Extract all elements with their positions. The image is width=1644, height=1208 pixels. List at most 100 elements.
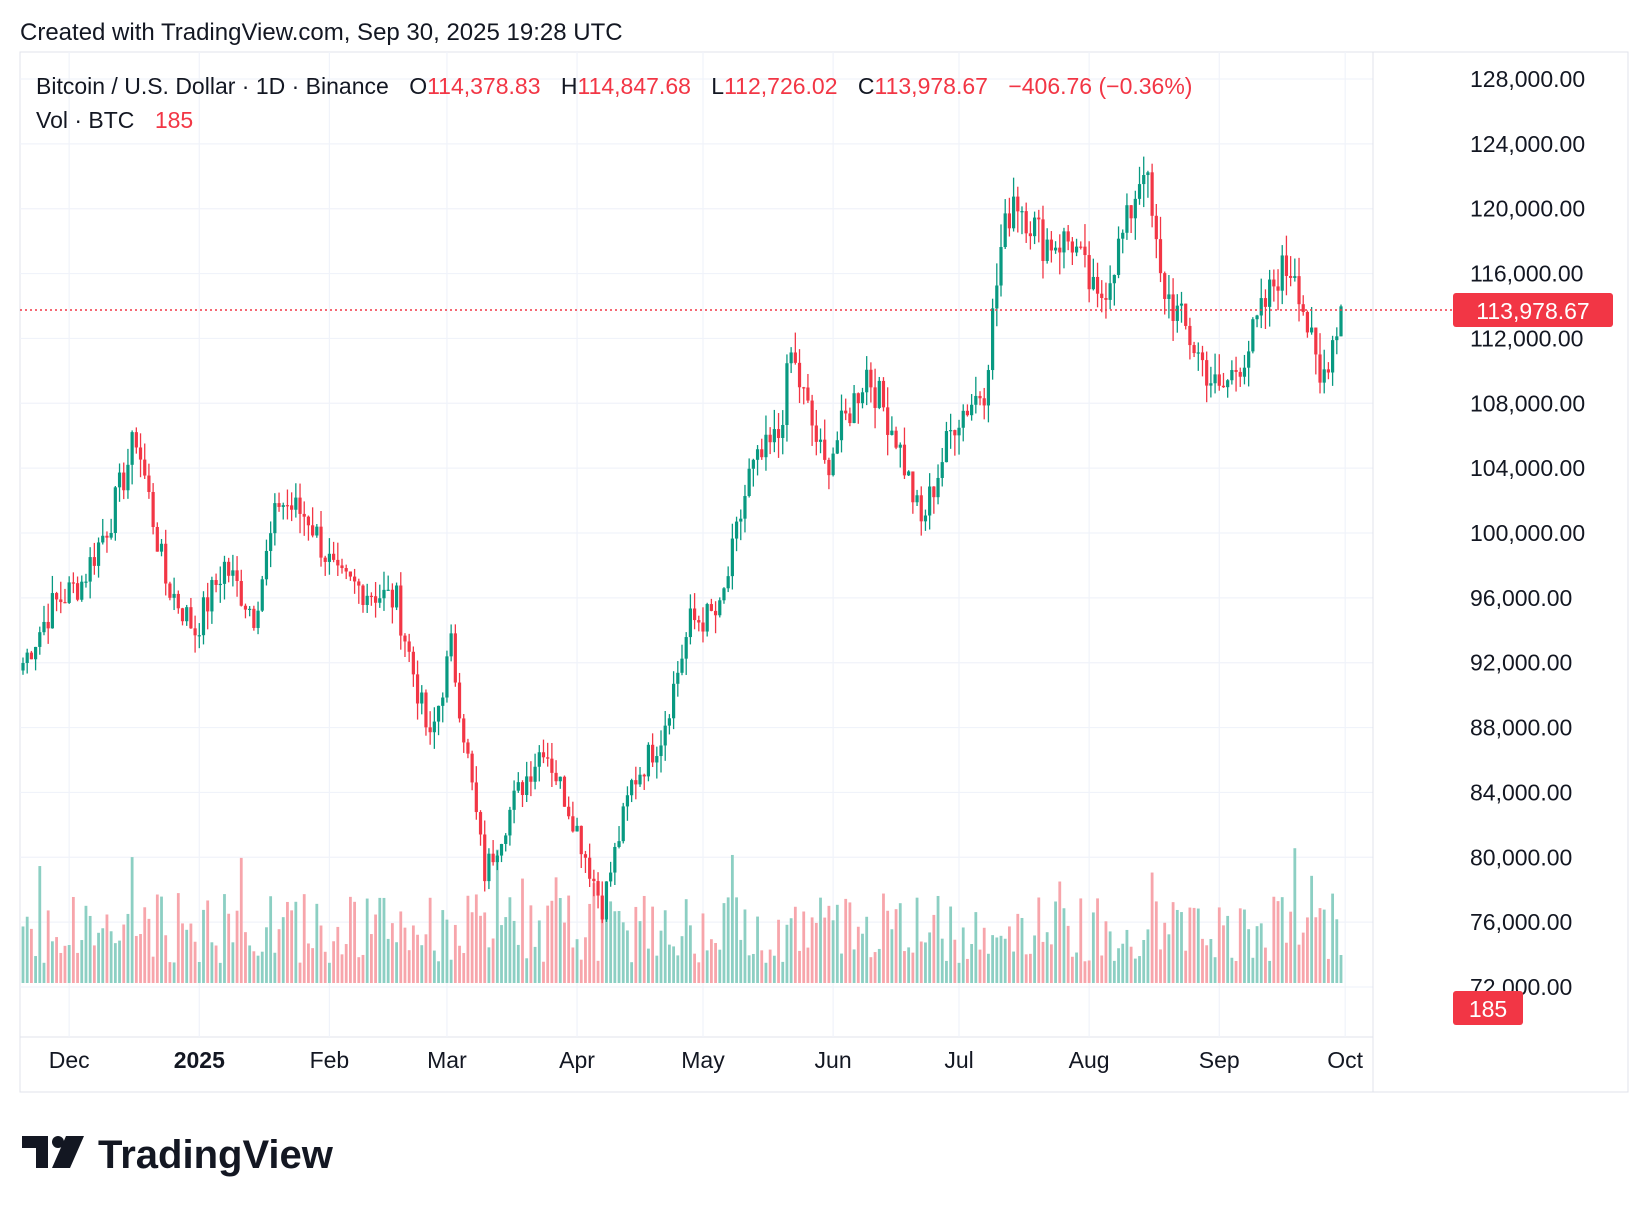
candle-body	[520, 782, 525, 796]
candle-body	[495, 855, 499, 863]
chart-frame	[19, 51, 1629, 1093]
volume-bar	[420, 945, 424, 983]
volume-bar	[567, 895, 571, 983]
volume-bar	[265, 927, 268, 983]
volume-bar	[281, 917, 285, 983]
volume-bar	[1201, 938, 1204, 983]
candle-body	[117, 472, 122, 488]
volume-bar	[781, 961, 785, 983]
volume-bar	[500, 925, 503, 983]
volume-bar	[1301, 932, 1305, 983]
volume-bar	[613, 911, 617, 983]
candle-body	[227, 561, 231, 576]
chart-grid	[20, 52, 1374, 1092]
volume-bar	[403, 927, 407, 983]
candle-body	[957, 427, 961, 436]
candle-body	[613, 846, 617, 873]
volume-bar	[483, 912, 487, 983]
candle-body	[793, 352, 797, 363]
volume-bar	[1234, 960, 1238, 983]
volume-bar	[772, 955, 776, 983]
volume-bar	[966, 958, 969, 983]
volume-bar	[59, 952, 63, 983]
volume-bar	[894, 909, 898, 983]
candle-body	[1255, 315, 1259, 320]
candle-body	[1268, 279, 1272, 307]
candle-body	[1100, 293, 1104, 299]
legend-low-label: L	[711, 73, 724, 99]
volume-bar	[924, 942, 927, 983]
volume-bar	[458, 945, 461, 983]
candle-body	[567, 806, 571, 817]
volume-bar	[185, 929, 189, 983]
candle-body	[1238, 371, 1242, 377]
candle-body	[625, 795, 630, 807]
volume-bar	[122, 924, 126, 983]
volume-bar	[919, 941, 923, 983]
candle-body	[1028, 233, 1032, 237]
candle-body	[974, 395, 978, 405]
candle-body	[1024, 211, 1028, 234]
volume-bar	[71, 896, 75, 983]
volume-bar	[1192, 907, 1196, 983]
volume-bar	[1171, 902, 1175, 983]
volume-bar	[1327, 958, 1330, 983]
tradingview-wordmark[interactable]: TradingView	[98, 1133, 334, 1177]
volume-bar	[160, 896, 163, 983]
time-axis[interactable]: Dec 2025 Feb Mar Apr May Jun Jul Aug Sep Oct	[49, 1047, 1364, 1073]
volume-bar	[214, 945, 218, 983]
volume-bar	[386, 938, 390, 983]
candle-body	[432, 721, 436, 733]
x-tick-label: May	[681, 1047, 725, 1073]
volume-bar	[63, 945, 67, 983]
candle-body	[776, 429, 781, 438]
volume-bar	[617, 911, 621, 983]
candle-body	[667, 718, 672, 726]
candle-body	[1314, 327, 1318, 355]
price-axis[interactable]: 128,000.00 124,000.00 120,000.00 116,000.00…	[1470, 66, 1585, 1000]
candle-body	[457, 682, 462, 719]
volume-bar	[1112, 960, 1116, 983]
candle-body	[445, 656, 449, 698]
candle-body	[201, 597, 206, 636]
candle-body	[474, 782, 478, 813]
price-series[interactable]	[21, 156, 1343, 924]
candle-body	[1263, 298, 1268, 307]
volume-bar	[365, 898, 369, 983]
volume-bar	[1205, 945, 1209, 983]
volume-bar	[126, 913, 130, 983]
volume-bar	[50, 941, 54, 983]
volume-bar	[181, 923, 184, 983]
candle-body	[713, 610, 718, 616]
volume-bar	[1003, 938, 1007, 983]
candle-body	[298, 497, 302, 514]
volume-bar	[223, 894, 226, 983]
volume-bar	[1255, 926, 1259, 983]
candle-body	[831, 453, 835, 476]
volume-bar	[197, 961, 201, 983]
volume-bar	[882, 893, 885, 983]
volume-bar	[529, 905, 533, 983]
candle-body	[818, 439, 823, 442]
volume-bar	[1117, 948, 1120, 983]
volume-bar	[437, 961, 440, 983]
volume-bar	[92, 945, 96, 983]
candle-body	[881, 380, 886, 408]
candle-body	[915, 495, 919, 503]
volume-bar	[869, 957, 873, 983]
volume-bar	[1209, 938, 1213, 983]
candle-body	[63, 602, 67, 604]
volume-bar	[1024, 954, 1028, 983]
tradingview-logo-icon[interactable]	[22, 1136, 84, 1168]
candle-body	[415, 674, 420, 704]
volume-bar	[978, 949, 982, 983]
x-tick-label: Apr	[559, 1047, 595, 1073]
volume-bar	[751, 953, 755, 983]
candle-body	[436, 705, 441, 722]
volume-bar	[1045, 932, 1049, 983]
candle-body	[940, 462, 944, 478]
y-tick-label: 88,000.00	[1470, 715, 1572, 741]
candle-body	[378, 598, 382, 603]
candle-body	[105, 535, 109, 538]
